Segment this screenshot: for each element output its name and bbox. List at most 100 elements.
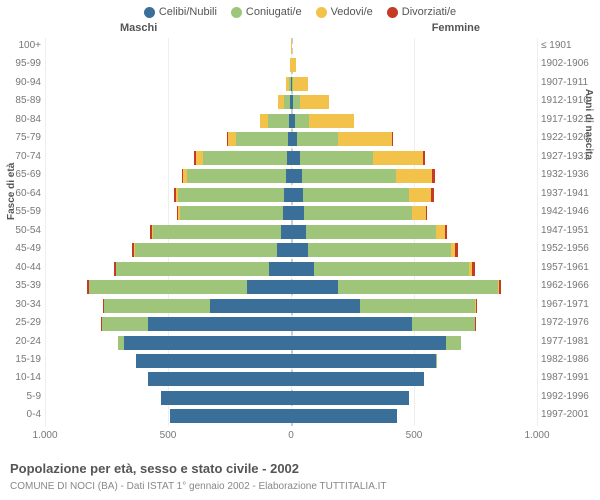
bar-segment [124,336,291,350]
bar-segment [269,262,291,276]
plot-area: 1.00050005001.000100+≤ 190195-991902-190… [45,38,537,426]
legend-item-1: Coniugati/e [231,6,302,18]
birth-year-label: 1952-1956 [541,243,600,254]
bar-segment [445,225,447,239]
bar-segment [302,169,395,183]
birth-year-label: 1947-1951 [541,225,600,236]
bar-segment [426,206,428,220]
female-bar [291,336,461,350]
bar-segment [291,225,306,239]
female-bar [291,262,475,276]
male-bar [161,391,291,405]
bar-row [45,56,537,75]
bar-segment [476,299,477,313]
bar-row [45,93,537,112]
bar-segment [300,95,330,109]
bar-segment [236,132,288,146]
female-bar [291,95,329,109]
bar-segment [291,40,292,54]
male-bar [114,262,291,276]
female-bar [291,206,427,220]
female-bar [291,114,354,128]
age-label: 5-9 [1,391,41,402]
female-bar [291,132,393,146]
bar-segment [431,188,433,202]
bar-row [45,75,537,94]
bar-row [45,38,537,57]
bar-segment [291,206,304,220]
bar-segment [277,243,291,257]
bar-segment [268,114,289,128]
female-bar [291,77,308,91]
bar-segment [291,243,308,257]
age-label: 55-59 [1,206,41,217]
birth-year-label: 1997-2001 [541,409,600,420]
age-label: 60-64 [1,188,41,199]
bar-segment [392,132,393,146]
bar-segment [409,188,431,202]
bar-row [45,389,537,408]
bar-segment [472,262,475,276]
female-bar [291,40,292,54]
bar-segment [187,169,285,183]
bar-segment [104,299,210,313]
bar-row [45,130,537,149]
male-bar [148,372,291,386]
birth-year-label: 1927-1931 [541,151,600,162]
bar-segment [309,114,353,128]
bar-segment [291,58,296,72]
bar-segment [304,206,412,220]
bar-segment [303,188,409,202]
header-male: Maschi [120,22,157,34]
bar-segment [89,280,246,294]
chart-title: Popolazione per età, sesso e stato civil… [10,461,299,476]
female-bar [291,58,296,72]
age-label: 35-39 [1,280,41,291]
age-label: 20-24 [1,336,41,347]
birth-year-label: 1962-1966 [541,280,600,291]
age-label: 50-54 [1,225,41,236]
age-label: 65-69 [1,169,41,180]
legend-label: Vedovi/e [331,6,373,18]
bar-segment [203,151,287,165]
bar-row [45,297,537,316]
legend-item-2: Vedovi/e [316,6,373,18]
bar-segment [291,391,409,405]
female-bar [291,317,476,331]
birth-year-label: 1902-1906 [541,58,600,69]
male-bar [194,151,291,165]
legend-label: Coniugati/e [246,6,302,18]
male-bar [132,243,291,257]
age-label: 0-4 [1,409,41,420]
bar-row [45,241,537,260]
male-bar [101,317,291,331]
bar-segment [412,317,476,331]
bar-segment [136,354,291,368]
bar-segment [102,317,149,331]
male-bar [278,95,292,109]
bar-segment [283,206,291,220]
x-tick-label: 500 [160,430,177,441]
bar-segment [338,280,498,294]
female-bar [291,372,424,386]
bar-segment [291,188,303,202]
bar-row [45,370,537,389]
header-female: Femmine [432,22,480,34]
x-tick-label: 0 [288,430,294,441]
bar-segment [247,280,291,294]
bar-segment [455,243,458,257]
bar-segment [148,372,291,386]
bar-segment [178,188,284,202]
bar-row [45,149,537,168]
birth-year-label: 1932-1936 [541,169,600,180]
birth-year-label: 1967-1971 [541,299,600,310]
male-bar [150,225,291,239]
birth-year-label: 1917-1921 [541,114,600,125]
bar-segment [338,132,392,146]
birth-year-label: 1937-1941 [541,188,600,199]
bar-segment [291,372,424,386]
male-bar [227,132,291,146]
legend-swatch [387,7,398,18]
x-tick-label: 500 [406,430,423,441]
age-label: 40-44 [1,262,41,273]
